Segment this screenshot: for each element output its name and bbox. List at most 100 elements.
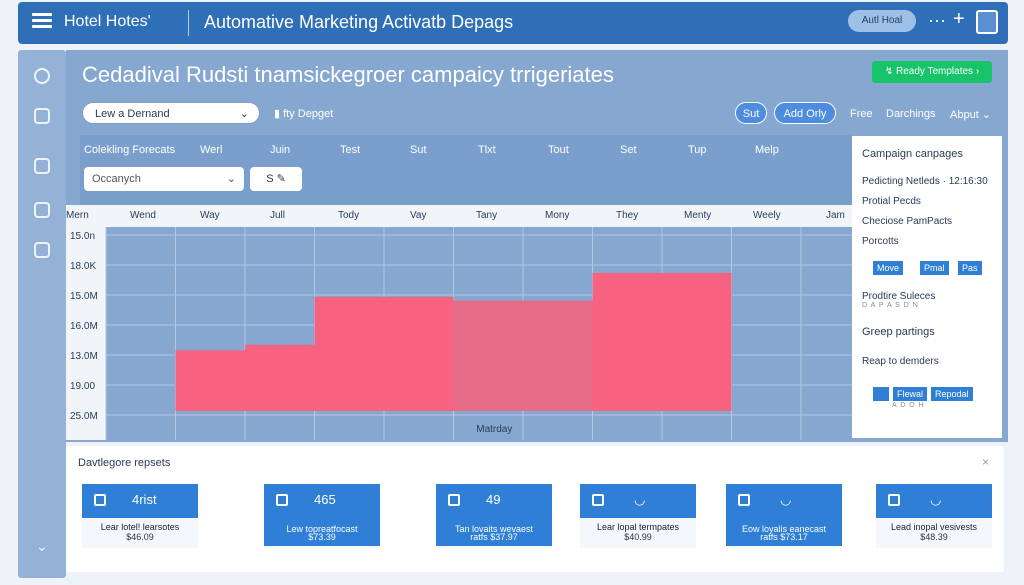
chart-column-label: They	[616, 210, 639, 221]
chevron-down-icon[interactable]: ⌄	[36, 538, 48, 554]
budget-label: ▮ fty Depget	[274, 108, 334, 120]
list-item-sub: D A P A S D N	[862, 302, 919, 309]
y-tick-label: 13.0M	[70, 351, 98, 362]
y-tick-label: 19.00	[70, 381, 95, 392]
ready-templates-button[interactable]: ↯ Ready Templates ›	[872, 61, 992, 83]
reports-title: Davtlegore repsets	[78, 457, 171, 469]
close-icon[interactable]: ×	[982, 455, 990, 469]
tag-chip[interactable]: Move	[872, 260, 905, 276]
filter-header[interactable]: Test	[340, 144, 361, 156]
tag-chip[interactable]: Repodal	[930, 386, 974, 402]
report-card[interactable]: 465 Lew topreatfocast $73.39	[264, 484, 380, 548]
chart-column-label: Tody	[338, 210, 360, 221]
filter-header[interactable]: Tout	[548, 144, 569, 156]
list-item[interactable]: Reap to demders	[862, 356, 939, 367]
chart-bar[interactable]	[453, 300, 524, 411]
home-icon[interactable]	[34, 158, 50, 174]
about-menu[interactable]: Abput ⌄	[950, 109, 992, 121]
lock-icon: ▮	[274, 108, 281, 120]
chart-bar[interactable]	[314, 296, 385, 411]
report-card[interactable]: 4rist Lear lotel! learsotes $46.09	[82, 484, 198, 548]
chart-bar[interactable]	[245, 344, 315, 411]
shield-icon: ◡	[780, 492, 792, 507]
chart-column-label: Jam	[826, 210, 845, 221]
shield-icon: ◡	[930, 492, 942, 507]
chart-column-label: Mern	[66, 210, 89, 221]
calendar-icon[interactable]	[34, 202, 50, 218]
upload-icon	[94, 494, 106, 506]
y-tick-label: 16.0M	[70, 321, 98, 332]
demand-chart-svg: 15.0n 18.0K 15.0M 16.0M 13.0M 19.00 25.0M Matrd…	[66, 227, 871, 440]
filter-header[interactable]: Sut	[410, 144, 427, 156]
page-title: Cedadival Rudsti tnamsickegroer campaicy…	[82, 62, 614, 87]
list-item[interactable]: Pedicting Netleds · 12:16:30	[862, 176, 988, 187]
chart-bar[interactable]	[175, 350, 246, 411]
chart-column-label: Tany	[476, 210, 498, 221]
device-icon[interactable]	[976, 10, 998, 34]
search-placeholder: Occanych	[92, 173, 141, 185]
top-bar: Hotel Hotes' Automative Marketing Activa…	[18, 2, 1008, 44]
search-input[interactable]: Occanych ⌄	[84, 167, 244, 191]
campaign-panel-title: Campaign canpages	[862, 148, 963, 160]
brand-name: Hotel Hotes'	[64, 13, 151, 30]
tag-chip[interactable]: Pas	[957, 260, 983, 276]
dashings-link[interactable]: Darchings	[886, 108, 936, 120]
shield-icon: ◡	[634, 492, 646, 507]
image-icon	[872, 386, 890, 402]
report-card[interactable]: 49 Tan lovaits wevaest ratfs $37.97	[436, 484, 552, 548]
section-title: Greep partings	[862, 326, 935, 338]
sidebar: ⌄	[18, 50, 66, 578]
set-button[interactable]: Sut	[735, 102, 767, 124]
demand-select[interactable]: Lew a Dernand ⌄	[82, 102, 260, 124]
chart-bar[interactable]	[523, 300, 593, 411]
tag-chip[interactable]: Flewal	[892, 386, 929, 402]
chart-column-label: Jull	[270, 210, 286, 221]
free-link[interactable]: Free	[850, 108, 873, 120]
y-tick-label: 15.0n	[70, 231, 95, 242]
list-item-sub: A D O H	[892, 402, 925, 409]
forecast-label: Colekling Forecats	[84, 144, 176, 156]
tag-chip[interactable]: Pmal	[919, 260, 950, 276]
list-item[interactable]: Porcotts	[862, 236, 899, 247]
chart-bar[interactable]	[662, 273, 732, 411]
filter-header[interactable]: Tlxt	[478, 144, 496, 156]
edit-field[interactable]: S ✎	[250, 167, 302, 191]
filter-header[interactable]: Set	[620, 144, 637, 156]
filter-header[interactable]: Juin	[270, 144, 291, 156]
chart-header-row	[66, 205, 852, 227]
chart-column-label: Mony	[545, 210, 570, 221]
camera-icon	[738, 494, 750, 506]
y-axis-area	[66, 227, 106, 440]
filter-header[interactable]: Werl	[200, 144, 223, 156]
list-item[interactable]: Prodtire Suleces	[862, 291, 936, 302]
y-tick-label: 25.0M	[70, 411, 98, 422]
chart-column-label: Menty	[684, 210, 712, 221]
app-title: Automative Marketing Activatb Depags	[204, 12, 514, 32]
more-icon[interactable]: ···	[928, 10, 946, 30]
camera-icon	[592, 494, 604, 506]
report-card[interactable]: ◡ Lear lopal termpates $40.99	[580, 484, 696, 548]
menu-icon[interactable]	[32, 13, 52, 29]
demand-chart: 15.0n 18.0K 15.0M 16.0M 13.0M 19.00 25.0M Matrd…	[66, 227, 871, 440]
bar-label: Matrday	[476, 424, 512, 435]
chevron-down-icon: ⌄	[226, 173, 236, 185]
home-icon	[276, 494, 288, 506]
location-icon[interactable]	[34, 68, 50, 84]
list-item[interactable]: Protial Pecds	[862, 196, 921, 207]
filter-header[interactable]: Tup	[688, 144, 707, 156]
report-card[interactable]: ◡ Lead inopal vesivests $48.39	[876, 484, 992, 548]
chart-column-label: Wend	[130, 210, 156, 221]
add-icon[interactable]: +	[953, 8, 965, 30]
report-card[interactable]: ◡ Eow loyalis eanecast ratfs $73.17	[726, 484, 842, 548]
list-item[interactable]: Checiose PamPacts	[862, 216, 953, 227]
account-pill[interactable]: Autl Hoal	[848, 10, 916, 32]
filter-header[interactable]: Melp	[755, 144, 779, 156]
y-tick-label: 15.0M	[70, 291, 98, 302]
share-icon[interactable]	[34, 242, 50, 258]
chart-bar[interactable]	[592, 273, 663, 411]
chart-column-label: Way	[200, 210, 220, 221]
camera-icon	[448, 494, 460, 506]
chart-bar[interactable]	[384, 296, 454, 411]
add-only-button[interactable]: Add Orly	[774, 102, 836, 124]
user-icon[interactable]	[34, 108, 50, 124]
